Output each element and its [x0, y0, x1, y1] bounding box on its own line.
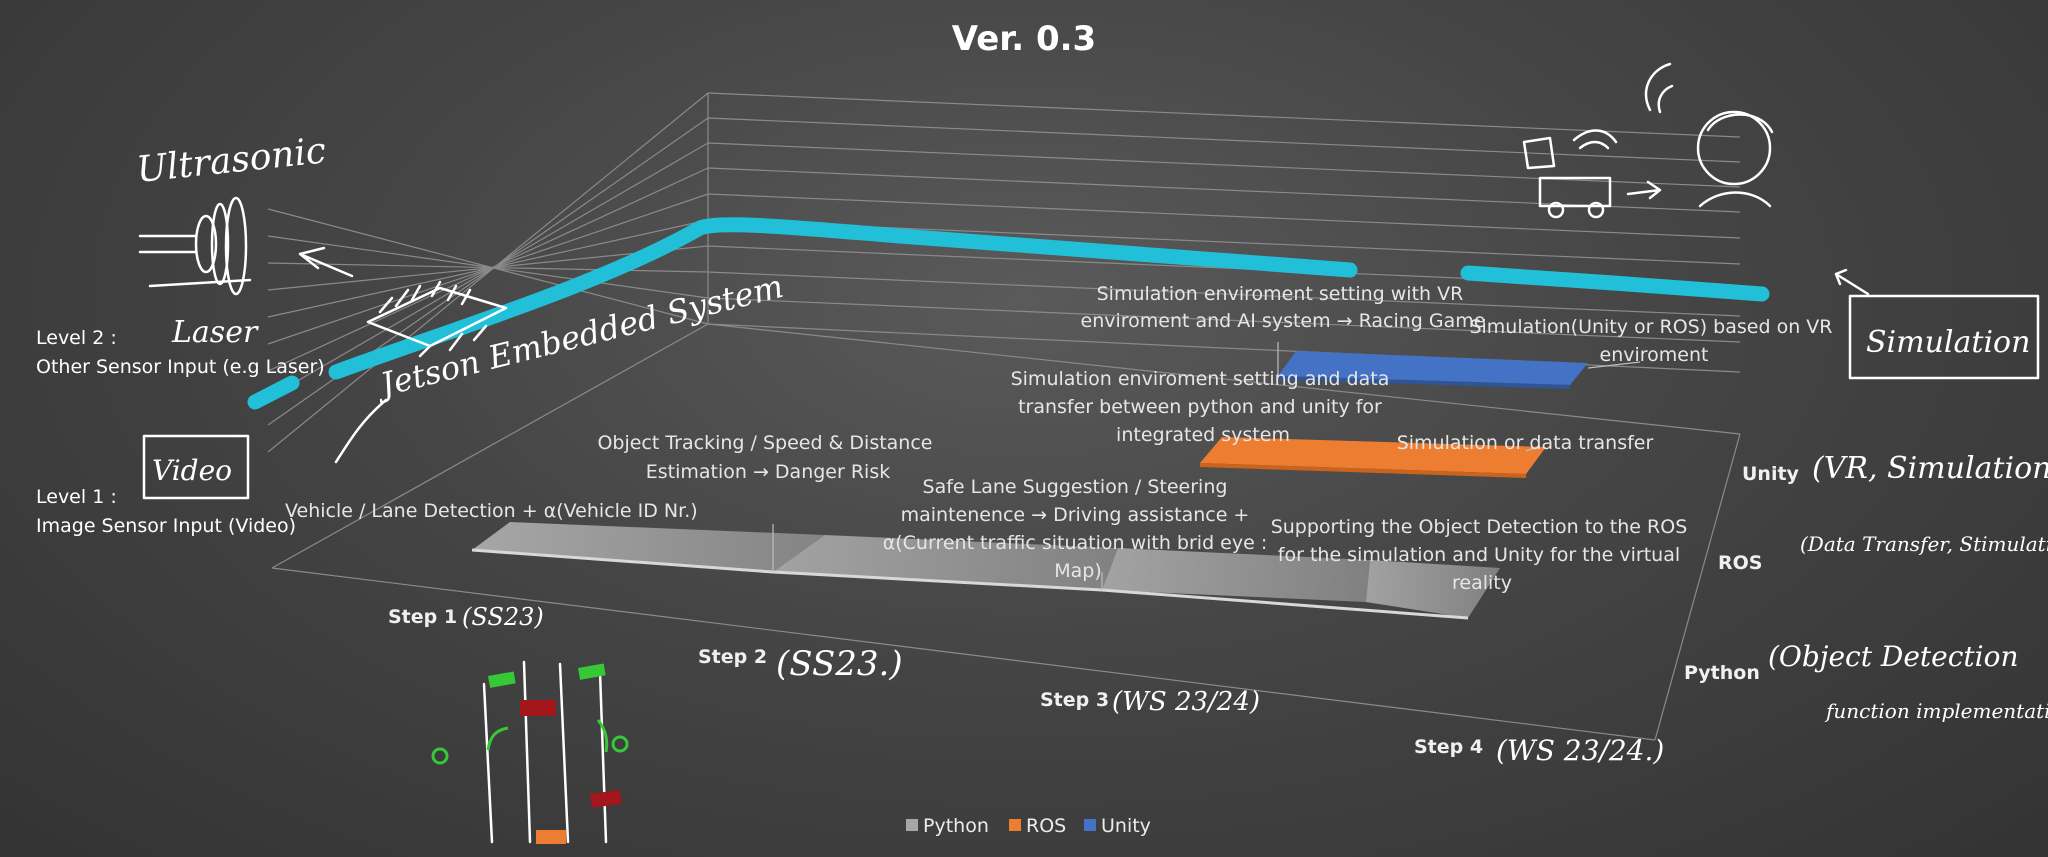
- annotation-ros-1: Simulation enviroment setting and data t…: [1011, 368, 1396, 446]
- chart-title: Ver. 0.3: [952, 19, 1096, 59]
- bar-series-ros: [1200, 437, 1546, 478]
- hand-simulation: Simulation: [1866, 325, 2030, 360]
- legend-label-python: Python: [923, 815, 989, 837]
- lane-sketch-icon: [431, 660, 629, 844]
- series-note-python-2: function implementation): [1824, 699, 2048, 723]
- bar-ros-3: [1200, 437, 1546, 474]
- category-label-4: Step 4: [1414, 736, 1483, 758]
- series-note-python-1: (Object Detection: [1768, 640, 2019, 673]
- bar-series-python: [471, 522, 1500, 620]
- level-labels: Level 2 : Other Sensor Input (e.g Laser)…: [36, 327, 325, 537]
- legend-label-unity: Unity: [1101, 815, 1151, 837]
- hand-laser: Laser: [171, 315, 259, 350]
- jetson-arrow: [334, 398, 388, 464]
- hand-ultrasonic: Ultrasonic: [135, 130, 328, 191]
- category-note-2: (SS23.): [776, 644, 903, 684]
- annotations-unity: Simulation enviroment setting with VR en…: [1081, 283, 1838, 366]
- series-axis-labels: Unity ROS Python (VR, Simulation) (Data …: [1684, 451, 2048, 723]
- annotations-ros: Simulation enviroment setting and data t…: [1011, 368, 1654, 454]
- annotation-unity-2: Simulation(Unity or ROS) based on VR env…: [1469, 316, 1838, 366]
- legend: Python ROS Unity: [906, 815, 1151, 837]
- series-label-unity: Unity: [1742, 463, 1800, 485]
- legend-swatch-ros: [1009, 819, 1021, 831]
- person-vr-icon: [1644, 62, 1774, 208]
- series-note-ros: (Data Transfer, Stimulation): [1800, 532, 2048, 556]
- annotations-python: Vehicle / Lane Detection + α(Vehicle ID …: [285, 432, 1694, 594]
- category-label-1: Step 1: [388, 606, 457, 628]
- category-notes: (SS23) (SS23.) (WS 23/24) (WS 23/24.): [462, 603, 1664, 767]
- jetson-board-icon: [366, 280, 508, 358]
- ultrasonic-sensor-icon: [138, 196, 354, 296]
- video-box-icon: [142, 434, 250, 500]
- bar-python-3: [1102, 548, 1370, 602]
- annotation-python-1: Vehicle / Lane Detection + α(Vehicle ID …: [285, 500, 698, 522]
- legend-swatch-python: [906, 819, 918, 831]
- legend-label-ros: ROS: [1026, 815, 1066, 837]
- category-note-3: (WS 23/24): [1112, 687, 1260, 717]
- annotation-python-4: Supporting the Object Detection to the R…: [1271, 516, 1694, 594]
- bar-python-1: [472, 522, 825, 572]
- category-label-3: Step 3: [1040, 689, 1109, 711]
- level-2-title: Level 2 :: [36, 327, 117, 349]
- simulation-box-icon: [1834, 268, 2040, 380]
- handwritten-notes: Ultrasonic Laser Video Jetson Embedded S…: [135, 62, 2040, 844]
- bar-python-4: [1366, 560, 1500, 618]
- category-note-1: (SS23): [462, 603, 544, 631]
- category-note-4: (WS 23/24.): [1496, 734, 1664, 767]
- x-axis-labels: Step 1 Step 2 Step 3 Step 4: [388, 606, 1483, 758]
- bar-series-unity: [1277, 342, 1641, 452]
- series-label-python: Python: [1684, 662, 1760, 684]
- legend-swatch-unity: [1084, 819, 1096, 831]
- grid-lines: [267, 92, 1741, 741]
- level-2-desc: Other Sensor Input (e.g Laser): [36, 356, 325, 378]
- series-label-ros: ROS: [1718, 552, 1762, 574]
- annotation-ros-2: Simulation or data transfer: [1397, 432, 1654, 454]
- hand-video: Video: [152, 454, 232, 487]
- series-note-unity: (VR, Simulation): [1812, 451, 2048, 486]
- category-label-2: Step 2: [698, 646, 767, 668]
- highlight-strokes: [247, 217, 1770, 410]
- annotation-unity-1: Simulation enviroment setting with VR en…: [1081, 283, 1486, 332]
- bar-unity-3: [1278, 351, 1588, 385]
- annotation-python-3: Safe Lane Suggestion / Steering maintene…: [883, 476, 1274, 582]
- level-1-desc: Image Sensor Input (Video): [36, 515, 296, 537]
- robot-car-icon: [1522, 129, 1662, 219]
- annotation-python-2: Object Tracking / Speed & Distance Estim…: [597, 432, 938, 483]
- level-1-title: Level 1 :: [36, 486, 117, 508]
